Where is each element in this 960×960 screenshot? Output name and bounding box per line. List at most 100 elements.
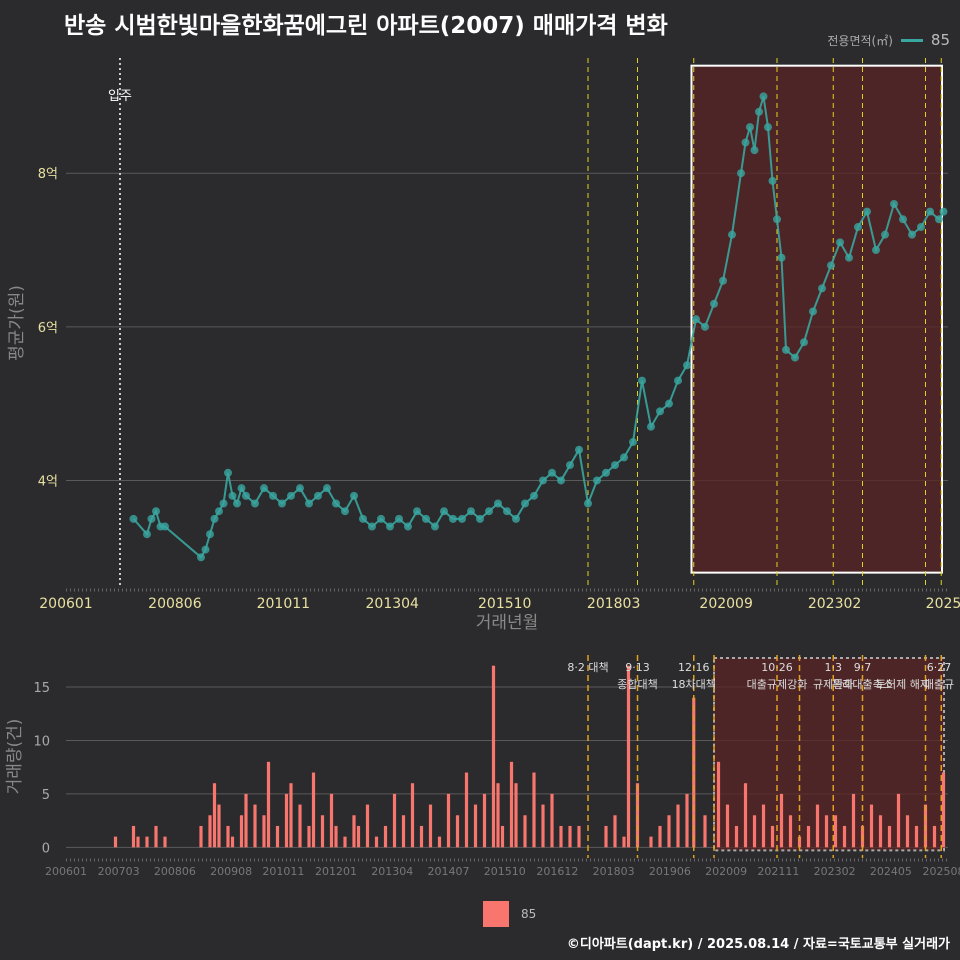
volume-bar: [320, 815, 325, 848]
price-point: [755, 107, 763, 116]
price-point: [557, 476, 565, 485]
price-point: [881, 230, 889, 239]
price-x-tick-label: 200601: [39, 596, 92, 612]
price-point: [332, 499, 340, 508]
price-y-tick-label: 4억: [38, 474, 58, 489]
policy-annotation: 10·26: [761, 661, 793, 674]
volume-bar: [842, 825, 847, 848]
price-point: [503, 507, 511, 516]
volume-bar: [550, 793, 554, 848]
price-point: [863, 207, 871, 216]
move-in-label: 입주: [108, 89, 132, 104]
price-point: [602, 468, 610, 477]
price-point: [665, 399, 673, 408]
price-legend: 전용면적(㎡) 85: [827, 31, 950, 49]
price-point: [386, 522, 394, 531]
price-point: [791, 353, 799, 362]
price-point: [129, 514, 138, 523]
policy-annotation: 대출규제강화: [747, 678, 808, 691]
price-point: [395, 514, 403, 523]
policy-annotation: 대출규: [924, 678, 954, 691]
volume-x-tick-label: 201906: [649, 865, 691, 878]
policy-annotation: 1·3: [825, 661, 843, 674]
legend-value: 85: [930, 31, 950, 49]
volume-bar: [428, 804, 433, 848]
price-point: [629, 438, 637, 447]
volume-x-tick-label: 200703: [98, 865, 140, 878]
volume-bar: [226, 825, 230, 848]
price-point: [809, 307, 817, 316]
price-point: [431, 522, 439, 531]
price-point: [147, 514, 156, 523]
volume-x-tick-label: 202111: [757, 865, 799, 878]
price-point: [854, 222, 862, 231]
volume-bar: [626, 665, 631, 848]
volume-bar: [392, 793, 397, 848]
price-point: [201, 545, 210, 554]
price-point: [422, 514, 430, 523]
volume-x-tick-label: 200806: [154, 865, 196, 878]
volume-bar: [284, 793, 289, 848]
price-point: [494, 499, 502, 508]
price-point: [539, 476, 547, 485]
volume-bar: [685, 793, 689, 848]
price-point: [368, 522, 376, 531]
volume-bar: [851, 793, 856, 848]
price-point: [737, 169, 745, 178]
price-y-tick-label: 8억: [38, 167, 58, 182]
volume-bar: [676, 804, 680, 848]
price-x-axis-title: 거래년월: [476, 613, 539, 633]
volume-bar: [532, 772, 536, 848]
price-point: [233, 499, 241, 508]
volume-x-tick-label: 200601: [45, 865, 87, 878]
price-point: [296, 484, 304, 493]
volume-bar: [491, 665, 496, 848]
price-point: [620, 453, 628, 462]
volume-bar: [410, 783, 415, 848]
price-point: [548, 468, 556, 477]
volume-bar: [482, 793, 487, 848]
legend-title: 전용면적(㎡): [827, 33, 893, 48]
volume-bar: [334, 825, 338, 848]
price-point: [750, 146, 759, 155]
volume-bar: [734, 825, 739, 848]
volume-bar: [352, 815, 356, 848]
volume-bar: [365, 804, 370, 848]
volume-bar: [779, 793, 784, 848]
price-point: [782, 345, 790, 354]
volume-bar: [275, 825, 280, 848]
price-point: [377, 514, 385, 523]
price-point: [593, 476, 601, 485]
price-point: [777, 253, 786, 262]
volume-bar: [568, 825, 572, 848]
legend-bar-value: 85: [521, 907, 537, 921]
volume-bar: [770, 825, 775, 848]
volume-y-tick-label: 10: [33, 734, 50, 749]
volume-bar: [289, 783, 293, 848]
price-point: [260, 484, 268, 493]
policy-annotation: 6·27: [927, 661, 952, 674]
policy-annotation: 규제완화: [813, 678, 853, 691]
price-point: [827, 261, 835, 270]
chart-title: 반송 시범한빛마을한화꿈에그린 아파트(2007) 매매가격 변화: [64, 13, 668, 39]
price-point: [359, 514, 367, 523]
price-point: [215, 507, 223, 516]
source-credit: ©디아파트(dapt.kr) / 2025.08.14 / 자료=국토교통부 실…: [566, 937, 950, 952]
price-x-tick-label: 201803: [587, 596, 640, 612]
volume-bar: [806, 825, 811, 848]
volume-bar: [419, 825, 424, 848]
price-point: [674, 376, 682, 385]
price-point: [323, 484, 331, 493]
price-point: [926, 207, 934, 216]
volume-x-tick-label: 202009: [705, 865, 747, 878]
price-y-axis-title: 평균가(원): [7, 285, 27, 361]
price-point: [710, 299, 718, 308]
volume-bar: [217, 804, 221, 848]
volume-x-tick-label: 202302: [814, 865, 856, 878]
volume-bar: [145, 836, 149, 848]
volume-bar: [262, 815, 266, 848]
volume-bar: [788, 815, 793, 848]
price-point: [584, 499, 592, 508]
volume-bar: [541, 804, 545, 848]
price-point: [449, 514, 457, 523]
